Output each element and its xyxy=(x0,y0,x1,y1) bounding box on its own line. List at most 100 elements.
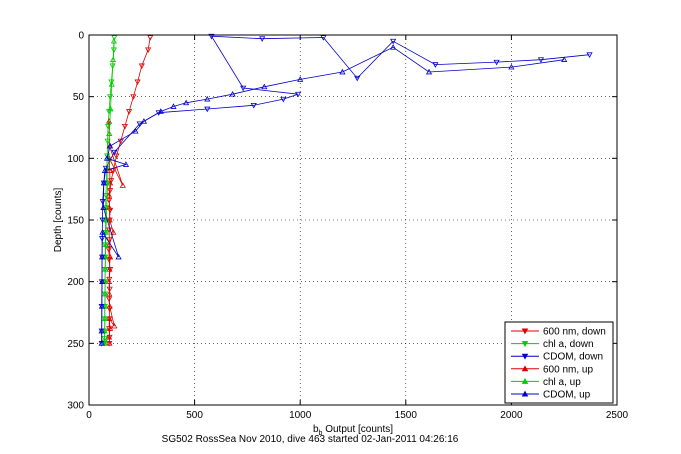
x-axis-label: bb Output [counts] xyxy=(313,424,393,437)
data-point xyxy=(204,95,211,102)
data-point xyxy=(103,155,111,161)
data-point xyxy=(106,290,113,297)
legend-label: 600 nm, up xyxy=(543,364,593,375)
data-point xyxy=(106,266,113,272)
series-5 xyxy=(98,44,568,346)
data-point xyxy=(102,229,109,235)
data-point xyxy=(104,179,111,186)
data-point xyxy=(98,327,105,334)
data-point xyxy=(99,217,106,224)
data-point xyxy=(107,253,114,260)
data-point xyxy=(102,253,109,260)
legend-marker xyxy=(521,341,529,348)
data-point xyxy=(183,99,190,106)
data-point xyxy=(101,340,108,346)
legend-box xyxy=(504,321,614,404)
legend-label: chl a, up xyxy=(543,377,581,388)
data-point xyxy=(111,35,118,41)
data-point xyxy=(229,90,236,97)
data-point xyxy=(101,290,109,297)
x-tick-label: 1500 xyxy=(395,410,418,421)
legend-item: CDOM, up xyxy=(511,390,591,401)
legend-marker xyxy=(521,353,529,360)
data-point xyxy=(106,286,113,293)
data-point xyxy=(115,253,122,260)
data-point xyxy=(106,340,113,346)
legend-marker xyxy=(521,365,529,372)
x-tick-label: 500 xyxy=(186,410,203,421)
x-tick-label: 2000 xyxy=(500,410,523,421)
data-point xyxy=(339,68,346,75)
data-point xyxy=(117,138,124,145)
legend-label: 600 nm, down xyxy=(543,327,606,338)
data-point xyxy=(105,278,113,284)
data-point xyxy=(157,108,164,114)
data-point xyxy=(101,167,108,173)
legend-label: CDOM, up xyxy=(543,390,591,401)
data-point xyxy=(110,37,118,44)
data-point xyxy=(99,229,106,235)
data-point xyxy=(261,83,268,90)
y-tick-label: 300 xyxy=(67,401,84,412)
data-point xyxy=(107,188,114,194)
data-point xyxy=(122,161,130,167)
x-tick-label: 2500 xyxy=(606,410,629,421)
data-point xyxy=(320,35,327,41)
data-point xyxy=(108,81,115,87)
data-point xyxy=(147,35,154,41)
data-point xyxy=(99,199,106,205)
data-point xyxy=(98,303,105,309)
data-point xyxy=(280,96,287,103)
data-point xyxy=(204,106,211,113)
data-point xyxy=(103,204,110,210)
data-point xyxy=(106,216,113,223)
data-point xyxy=(126,109,133,115)
x-tick-label: 1000 xyxy=(289,410,312,421)
legend-item: CDOM, down xyxy=(511,352,603,363)
legend-item: 600 nm, up xyxy=(511,364,593,375)
data-point xyxy=(250,102,257,109)
data-point xyxy=(155,110,162,116)
series-line xyxy=(101,46,565,344)
data-point xyxy=(134,79,141,86)
y-tick-label: 100 xyxy=(67,154,84,165)
legend-item: chl a, up xyxy=(511,377,581,388)
legend-marker xyxy=(521,390,529,397)
data-point xyxy=(132,127,139,134)
data-point xyxy=(136,121,143,128)
data-point xyxy=(105,333,113,340)
data-point xyxy=(101,303,108,309)
series-4 xyxy=(101,37,118,346)
data-point xyxy=(102,266,109,272)
data-point xyxy=(111,149,118,156)
data-point xyxy=(110,168,117,174)
data-point xyxy=(130,94,137,100)
legend-label: chl a, down xyxy=(543,339,594,350)
data-point xyxy=(108,79,115,86)
data-point xyxy=(586,52,593,58)
legend-item: 600 nm, down xyxy=(511,327,606,338)
data-point xyxy=(170,103,177,109)
data-point xyxy=(208,33,215,40)
data-point xyxy=(493,59,500,66)
y-tick-label: 50 xyxy=(73,92,85,103)
y-axis-label: Depth [counts] xyxy=(53,188,64,253)
data-point xyxy=(138,63,145,70)
data-point xyxy=(508,63,515,70)
data-point xyxy=(107,105,114,112)
data-point xyxy=(106,130,113,136)
data-point xyxy=(102,241,109,247)
data-point xyxy=(106,303,113,309)
legend-marker xyxy=(521,328,529,335)
data-point xyxy=(107,142,114,149)
series-line xyxy=(108,121,124,344)
data-point xyxy=(121,123,128,130)
series-layer xyxy=(98,33,593,347)
data-point xyxy=(432,62,439,68)
x-tick-label: 0 xyxy=(86,410,92,421)
data-point xyxy=(110,229,117,235)
data-point xyxy=(425,68,433,75)
data-point xyxy=(100,204,107,210)
data-point xyxy=(99,278,106,284)
